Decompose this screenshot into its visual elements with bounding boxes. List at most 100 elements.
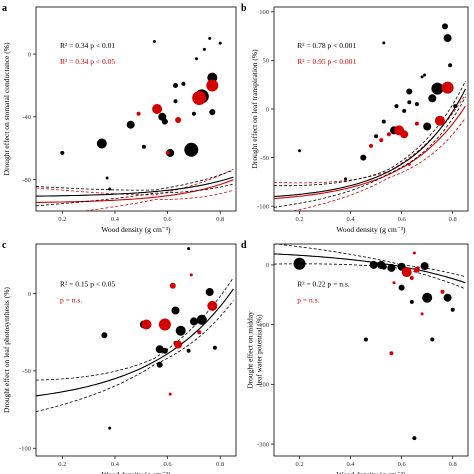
data-point-black	[161, 347, 168, 354]
x-tick-label: 0.4	[111, 216, 120, 223]
plot-frame	[273, 6, 469, 212]
stats-annotation-black: R² = 0.15 p < 0.05	[60, 279, 115, 288]
black-fit-line	[36, 176, 234, 197]
data-point-black	[60, 150, 65, 155]
data-point-black	[191, 111, 196, 116]
data-point-black	[402, 108, 407, 113]
data-point-black	[381, 119, 386, 124]
stats-annotation-red: p = n.s.	[297, 295, 319, 304]
stats-annotation-red: p = n.s.	[60, 295, 82, 304]
x-tick-label: 0.6	[164, 461, 173, 468]
data-point-red	[407, 162, 411, 166]
black-fit-ci-lower	[274, 96, 466, 208]
x-tick-label: 0.6	[398, 216, 407, 223]
data-point-red	[386, 132, 391, 137]
data-point-black	[187, 247, 191, 251]
data-point-black	[293, 257, 306, 270]
data-point-black	[184, 142, 199, 157]
red-fit-line	[36, 179, 234, 203]
data-point-black	[126, 120, 135, 129]
panel-letter: a	[2, 3, 7, 14]
data-point-black	[412, 436, 417, 441]
plot-frame	[35, 243, 237, 457]
x-tick-label: 0.8	[216, 461, 224, 468]
stats-annotation-red: R² = 0.95 p < 0.001	[297, 57, 356, 66]
data-point-black	[387, 263, 396, 272]
data-point-black	[96, 138, 107, 149]
data-point-black	[156, 361, 163, 368]
panel-d: d 0.2 0.4 0.6 0.8 -300 -200 -100 0 Wood density (…	[241, 240, 469, 474]
data-point-black	[442, 23, 448, 30]
data-point-red	[413, 266, 420, 273]
data-point-black	[171, 306, 180, 315]
data-point-black	[152, 40, 156, 43]
data-point-black	[195, 57, 198, 61]
black-fit-line	[274, 88, 466, 198]
data-point-red	[197, 330, 202, 335]
data-point-black	[428, 94, 437, 103]
data-point-red	[168, 392, 172, 396]
y-axis-label: Drought effect on leaf photosynthesis (%…	[2, 287, 11, 413]
data-point-red	[136, 111, 141, 116]
data-point-black	[394, 104, 399, 109]
data-point-black	[398, 284, 405, 291]
plot-frame	[273, 243, 469, 457]
data-point-red	[207, 300, 218, 311]
data-point-red	[392, 281, 396, 285]
x-tick-label: 0.4	[111, 461, 120, 468]
stats-annotation-red: R² = 0.34 p < 0.05	[60, 57, 115, 66]
data-point-black	[407, 100, 412, 105]
data-point-red	[141, 319, 152, 330]
data-point-red	[174, 340, 183, 349]
y-tick-label: 0	[28, 291, 31, 298]
data-point-black	[363, 337, 368, 342]
y-tick-label: 0	[266, 106, 269, 113]
panel-c: c 0.2 0.4 0.6 0.8 -100 -50 0 Wood density (g cm⁻…	[2, 240, 237, 474]
data-point-black	[108, 426, 112, 430]
data-point-black	[448, 63, 453, 68]
y-axis-label: Drought effect on middayleaf water poten…	[246, 311, 264, 389]
stats-annotation-black: R² = 0.22 p = n.s.	[297, 279, 350, 288]
x-axis-label: Wood density (g cm⁻³)	[336, 470, 406, 474]
data-point-black	[420, 262, 429, 271]
red-fit-ci-upper	[36, 168, 234, 196]
black-fit-ci-lower	[36, 300, 234, 412]
x-axis-label: Wood density (g cm⁻³)	[101, 225, 171, 234]
panel-letter: b	[241, 3, 247, 14]
x-tick-label: 0.8	[449, 216, 457, 223]
y-axis-label-line: leaf water potential (%)	[255, 314, 264, 386]
x-tick-label: 0.4	[347, 216, 356, 223]
data-point-red	[409, 276, 414, 280]
black-fit-ci-upper	[36, 277, 234, 381]
data-point-black	[443, 293, 452, 302]
y-axis-label-line: Drought effect on leaf photosynthesis (%…	[2, 287, 11, 413]
data-point-black	[453, 104, 458, 109]
stats-annotation-black: R² = 0.34 p < 0.01	[60, 41, 115, 50]
data-point-black	[443, 34, 452, 43]
x-tick-label: 0.2	[58, 216, 66, 223]
data-point-black	[431, 82, 444, 95]
data-point-black	[196, 314, 207, 325]
data-point-black	[218, 41, 222, 45]
data-point-black	[205, 288, 214, 296]
data-point-red	[389, 351, 394, 356]
panel-b: b 0.2 0.4 0.6 0.8 -100 -50 0 50 100 Wood density (…	[241, 3, 469, 234]
x-tick-label: 0.2	[295, 461, 303, 468]
data-point-red	[440, 289, 445, 294]
x-axis-label: Wood density (g cm⁻³)	[101, 470, 171, 474]
data-point-red	[379, 138, 384, 143]
data-point-red	[189, 273, 193, 277]
y-tick-label: -80	[22, 177, 31, 184]
black-fit-line	[36, 288, 234, 397]
y-tick-label: -100	[19, 446, 31, 453]
y-tick-label: 0	[266, 262, 269, 269]
data-point-red	[158, 318, 171, 331]
data-point-red	[414, 121, 419, 126]
y-axis-label-line: Drought effect on midday	[246, 311, 255, 389]
data-point-black	[406, 88, 413, 95]
data-point-black	[173, 83, 178, 88]
y-axis-label-line: Drought effect on stomatal conductance (…	[2, 42, 11, 175]
x-axis-label: Wood density (g cm⁻³)	[336, 225, 406, 234]
red-fit-ci-lower	[81, 189, 234, 211]
